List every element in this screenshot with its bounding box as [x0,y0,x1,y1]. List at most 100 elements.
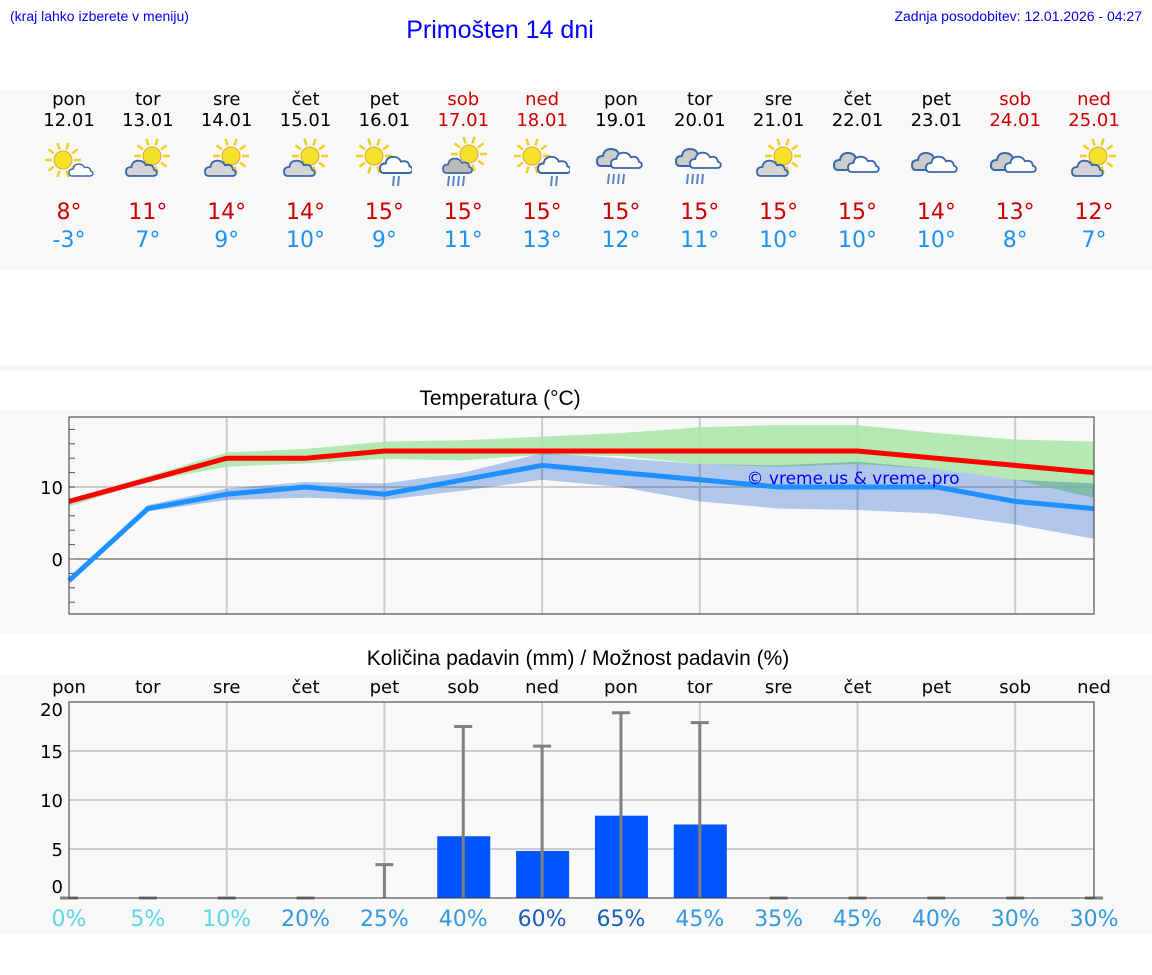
day-name: sre [212,89,241,110]
x-category-label: čet [843,677,871,698]
day-column: pet 23.01 14° 10° [896,90,976,254]
y-tick-label: 0 [52,877,63,898]
y-tick-label: 15 [40,742,63,763]
max-temp: 15° [680,200,720,225]
temperature-chart-title: Temperatura (°C) [419,387,581,410]
day-column: pet 16.01 15° 9° [344,90,424,253]
min-temp: 9° [371,228,397,253]
cloud-sun-rain-icon [442,136,488,187]
max-temp: 14° [286,200,326,225]
min-temp: 8° [1002,228,1028,253]
cloud-rain-icon [674,147,722,185]
y-tick-label: 5 [52,840,63,861]
min-temp-line [67,462,1095,583]
min-temp: 11° [680,228,720,253]
max-temp: 15° [601,200,641,225]
day-name: čet [843,89,872,110]
min-temp: 10° [838,228,877,253]
day-name: tor [135,89,161,110]
day-column: čet 22.01 15° 10° [818,89,898,254]
min-temp: 9° [214,228,240,253]
max-temp: 13° [995,200,1035,225]
day-name: pon [604,89,638,110]
day-name: sob [447,89,480,110]
min-temp: -3° [52,228,86,253]
day-name: čet [291,89,320,110]
max-temp: 8° [56,200,82,225]
precip-probability: 10% [202,907,251,932]
precip-probability: 5% [130,907,165,932]
x-category-label: sre [213,677,240,698]
sun-cloud-rain-icon [356,138,413,187]
x-category-label: ned [1077,677,1111,698]
day-column: sre 21.01 15° 10° [739,90,819,254]
precip-probability: 35% [754,907,803,932]
y-tick-label: 20 [40,700,63,721]
precip-probability: 25% [360,907,409,932]
max-temp: 14° [916,200,956,225]
cloud-sun-icon [1071,138,1117,177]
day-date: 23.01 [910,110,963,131]
max-temp: 11° [128,200,168,225]
precip-probability: 30% [1070,907,1119,932]
precip-probability: 65% [596,907,645,932]
menu-hint: (kraj lahko izberete v meniju) [10,8,189,24]
day-date: 24.01 [989,110,1041,131]
min-temp: 7° [1081,228,1107,253]
day-column: pon 12.01 8° -3° [29,89,109,254]
y-tick-label: 10 [40,791,63,812]
day-date: 18.01 [516,110,568,131]
max-temp: 14° [207,200,247,225]
day-column: tor 20.01 15° 11° [660,89,740,254]
y-tick-label: 10 [40,478,63,499]
day-name: ned [525,89,560,110]
min-temp: 12° [601,228,641,253]
day-date: 14.01 [200,110,253,131]
x-category-label: tor [687,677,713,698]
precip-probability: 20% [281,907,330,932]
x-category-label: pon [604,677,638,698]
day-column: sre 14.01 14° 9° [187,89,267,254]
max-temp: 15° [443,200,483,225]
day-column: čet 15.01 14° 10° [266,89,346,254]
max-temp: 12° [1074,200,1114,225]
x-category-label: sob [999,677,1031,698]
cloud-rain-icon [595,147,643,185]
cloud-sun-icon [124,138,170,177]
plot-border [68,416,1095,615]
day-name: pon [52,89,86,110]
min-temp: 7° [135,228,161,253]
cloudy-icon [911,151,959,173]
cloud-sun-icon [203,138,249,177]
min-temp: 10° [916,228,956,253]
precip-probability: 45% [833,907,882,932]
x-category-label: tor [135,677,161,698]
sun-small-cloud-icon [45,142,94,178]
day-column: ned 25.01 12° 7° [1054,90,1134,254]
precip-probability: 40% [439,907,488,932]
x-category-label: čet [292,677,320,698]
max-temp-line [68,448,1095,504]
x-category-label: pet [922,677,952,698]
day-name: tor [687,89,713,110]
day-date: 20.01 [674,110,726,131]
min-temp: 10° [286,228,326,253]
min-temp: 13° [522,228,562,253]
day-date: 12.01 [43,110,95,131]
daily-forecast: pon 12.01 8° -3° tor 13.01 11° 7° sre 14.0… [0,90,1152,270]
min-temp: 11° [443,228,483,253]
watermark: © vreme.us & vreme.pro [746,469,959,489]
x-category-label: sob [447,677,479,698]
y-tick-label: 0 [52,550,63,571]
plot-border [68,701,1095,899]
x-category-label: pet [370,677,400,698]
day-date: 16.01 [358,110,411,131]
day-column: tor 13.01 11° 7° [108,89,188,254]
cloud-sun-icon [282,138,328,177]
precip-probability: 45% [675,907,724,932]
x-category-label: pon [52,677,86,698]
last-update: Zadnja posodobitev: 12.01.2026 - 04:27 [894,8,1142,24]
day-date: 13.01 [122,110,174,131]
day-column: sob 17.01 15° 11° [423,89,503,254]
precip-probability: 30% [991,907,1040,932]
